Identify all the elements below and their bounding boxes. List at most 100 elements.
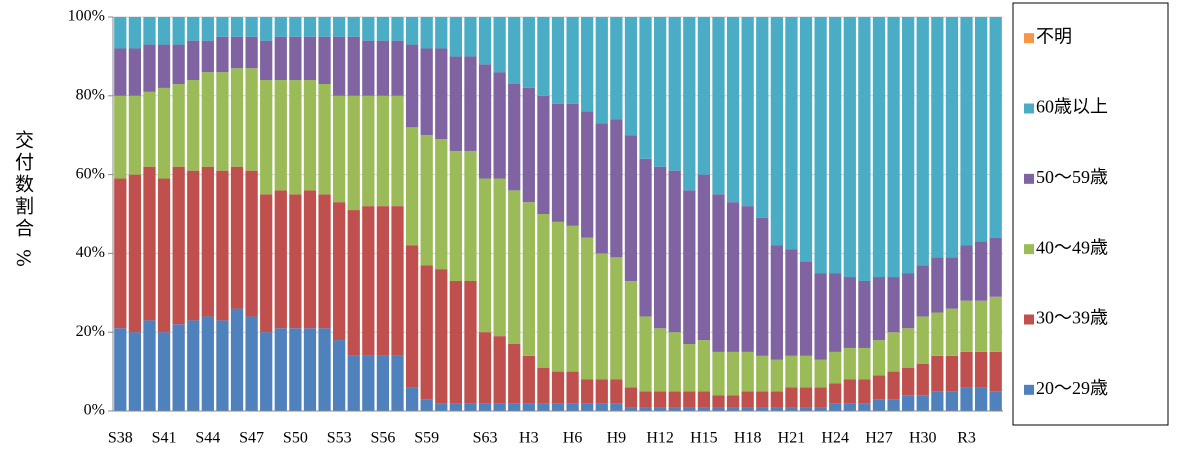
- bar-segment: [128, 332, 142, 411]
- bar-segment: [201, 40, 214, 73]
- bar-segment: [712, 395, 725, 408]
- bar-segment: [829, 273, 842, 352]
- bar-segment: [872, 375, 886, 400]
- bar-segment: [945, 355, 959, 392]
- bar-segment: [639, 316, 652, 392]
- bar-segment: [289, 80, 302, 195]
- bar-segment: [362, 95, 375, 207]
- bar-segment: [829, 403, 842, 411]
- bar-segment: [726, 17, 740, 203]
- bar-segment: [799, 17, 813, 262]
- y-tick-label: 40%: [76, 244, 105, 261]
- legend-label: 60歳以上: [1036, 97, 1108, 117]
- bar-segment: [376, 206, 390, 356]
- bar-segment: [493, 72, 506, 179]
- bar-segment: [260, 40, 273, 81]
- bar-segment: [931, 391, 944, 411]
- x-tick-label: S44: [195, 430, 220, 447]
- bar-segment: [347, 36, 360, 96]
- x-tick-label: H18: [734, 430, 762, 447]
- bar-segment: [376, 40, 390, 96]
- bar-segment: [916, 395, 929, 411]
- bar-segment: [187, 170, 200, 321]
- bar-segment: [347, 355, 360, 411]
- bar-segment: [872, 399, 886, 411]
- bar-segment: [347, 210, 360, 356]
- bar-segment: [770, 391, 783, 408]
- bar-segment: [537, 17, 550, 96]
- bar-segment: [435, 269, 448, 404]
- bar-segment: [858, 347, 871, 380]
- bar-segment: [639, 407, 652, 411]
- bar-segment: [230, 308, 244, 411]
- x-tick-label: H12: [646, 430, 674, 447]
- bar-segment: [508, 190, 521, 345]
- bar-segment: [566, 371, 579, 404]
- bar-segment: [201, 166, 214, 317]
- bar-segment: [989, 391, 1002, 411]
- bar-segment: [143, 91, 156, 167]
- bar-segment: [668, 407, 681, 411]
- legend-label: 不明: [1036, 26, 1072, 46]
- x-tick-label: S63: [473, 430, 498, 447]
- legend-label: 50～59歳: [1036, 167, 1108, 187]
- bar-segment: [201, 316, 214, 411]
- x-tick-label: S47: [239, 430, 264, 447]
- bar-segment: [245, 36, 258, 69]
- bar-segment: [478, 332, 492, 404]
- bar-segment: [522, 355, 535, 404]
- bar-segment: [420, 48, 433, 136]
- legend-box: [1012, 2, 1169, 426]
- bar-segment: [974, 17, 988, 242]
- bar-segment: [420, 135, 433, 266]
- bar-segment: [114, 95, 127, 179]
- bar-segment: [799, 261, 813, 356]
- bar-segment: [683, 17, 696, 191]
- bar-segment: [128, 95, 142, 175]
- bar-segment: [551, 371, 565, 404]
- bar-segment: [814, 359, 827, 388]
- bar-segment: [916, 17, 929, 266]
- bar-segment: [960, 245, 973, 301]
- bar-segment: [726, 407, 740, 411]
- bar-segment: [595, 123, 608, 254]
- bar-segment: [858, 280, 871, 348]
- bar-segment: [756, 391, 769, 408]
- bar-segment: [478, 17, 492, 65]
- bar-segment: [683, 407, 696, 411]
- bar-segment: [493, 17, 506, 73]
- legend-swatch: [1024, 33, 1034, 44]
- bar-segment: [376, 17, 390, 41]
- x-tick-label: S41: [152, 430, 177, 447]
- bar-segment: [697, 340, 711, 392]
- bar-segment: [303, 36, 317, 81]
- bar-segment: [960, 387, 973, 411]
- x-tick-label: S59: [414, 430, 439, 447]
- bar-segment: [785, 387, 798, 408]
- bar-segment: [289, 36, 302, 81]
- bar-segment: [230, 68, 244, 167]
- bar-segment: [464, 280, 477, 404]
- bar-segment: [843, 347, 856, 380]
- bar-segment: [230, 17, 244, 37]
- bar-segment: [508, 83, 521, 191]
- bar-segment: [654, 391, 667, 408]
- bar-segment: [945, 391, 959, 411]
- bar-segment: [318, 194, 331, 329]
- bar-segment: [756, 355, 769, 392]
- bar-segment: [114, 17, 127, 49]
- bar-segment: [114, 48, 127, 96]
- bar-segment: [974, 387, 988, 411]
- bar-segment: [508, 17, 521, 84]
- legend-swatch: [1024, 384, 1034, 395]
- bar-segment: [566, 103, 579, 226]
- bar-segment: [464, 17, 477, 57]
- bar-segment: [610, 379, 623, 404]
- bar-segment: [683, 344, 696, 392]
- bar-segment: [143, 166, 156, 321]
- bar-segment: [303, 17, 317, 37]
- bar-segment: [172, 44, 185, 84]
- bar-segment: [157, 178, 171, 333]
- bar-segment: [756, 407, 769, 411]
- bar-segment: [464, 150, 477, 281]
